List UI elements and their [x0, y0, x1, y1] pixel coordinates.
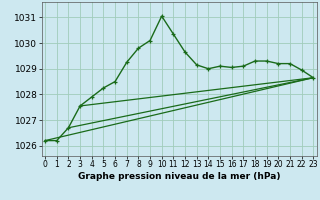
- X-axis label: Graphe pression niveau de la mer (hPa): Graphe pression niveau de la mer (hPa): [78, 172, 280, 181]
